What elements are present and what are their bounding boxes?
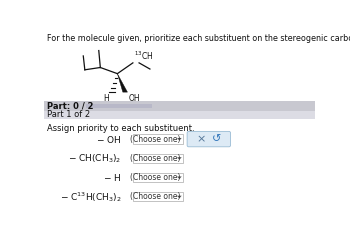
FancyBboxPatch shape [133,154,183,163]
Text: ×: × [196,134,205,144]
FancyBboxPatch shape [44,111,315,119]
FancyBboxPatch shape [44,101,315,111]
Text: (Choose one): (Choose one) [130,154,180,163]
Text: $-$ CH$\mathregular{(CH_3)_2}$: $-$ CH$\mathregular{(CH_3)_2}$ [68,152,121,165]
Text: $-$ OH: $-$ OH [96,134,121,145]
Text: $-$ C$^{13}$H$\mathregular{(CH_3)_2}$: $-$ C$^{13}$H$\mathregular{(CH_3)_2}$ [60,190,121,204]
FancyBboxPatch shape [187,131,231,147]
Text: $^{13}$CH: $^{13}$CH [134,50,153,62]
FancyBboxPatch shape [86,104,152,108]
Text: OH: OH [129,94,141,103]
Polygon shape [177,138,182,141]
Text: Assign priority to each substituent.: Assign priority to each substituent. [47,124,195,133]
FancyBboxPatch shape [133,192,183,201]
Polygon shape [177,176,182,179]
FancyBboxPatch shape [44,119,315,221]
Text: (Choose one): (Choose one) [130,192,180,201]
Text: (Choose one): (Choose one) [130,135,180,144]
Polygon shape [177,196,182,198]
FancyBboxPatch shape [133,134,183,144]
Text: (Choose one): (Choose one) [130,173,180,182]
Text: H: H [103,94,109,103]
Polygon shape [117,74,127,92]
Text: $-$ H: $-$ H [103,172,121,183]
Text: Part: 0 / 2: Part: 0 / 2 [47,101,93,111]
Text: Part 1 of 2: Part 1 of 2 [47,110,90,119]
Text: For the molecule given, prioritize each substituent on the stereogenic carbon, a: For the molecule given, prioritize each … [47,34,350,43]
Polygon shape [177,157,182,160]
Text: ↺: ↺ [212,134,222,144]
FancyBboxPatch shape [133,173,183,182]
